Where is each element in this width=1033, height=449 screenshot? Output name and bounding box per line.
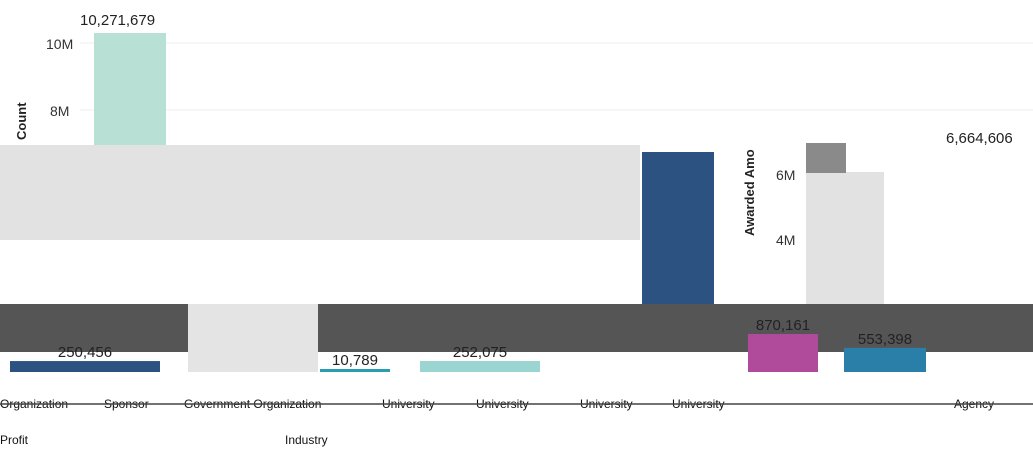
middle-panel: Awarded Amo 6M 4M 6,664,606 [642,130,1013,304]
category-label-second-line: Profit [0,433,29,447]
category-labels: Organization Sponsor Government Organizati… [0,397,1033,447]
lower-bar-label: 10,789 [332,352,378,369]
lower-bar [420,360,540,372]
top-panel: 10M 8M Count 10,271,679 [14,12,1033,145]
lower-bar-label: 553,398 [858,331,912,348]
lower-panel: 870,161 553,398 250,456 252,075 10,789 [10,317,926,372]
dark-band [0,304,1033,352]
lower-bar-label: 250,456 [58,344,112,361]
lower-bar [844,347,926,372]
data-label-secondary: 6,664,606 [946,130,1013,147]
lower-bar [320,369,390,372]
bar-secondary [642,152,714,304]
lower-bar [748,334,818,372]
light-patch [188,304,318,372]
lower-bar [10,361,160,372]
category-label-second-line: Industry [285,433,328,447]
y-axis-label-awarded: Awarded Amo [742,149,757,236]
grey-band-upper [0,145,640,240]
y-tick-10m: 10M [46,36,73,52]
bar-grey-small [806,143,846,173]
lower-bar-label: 870,161 [756,317,810,334]
y-tick-6m: 6M [776,167,795,183]
lower-bar-label: 252,075 [453,344,507,361]
data-label-largest: 10,271,679 [80,12,155,29]
y-axis-label-count: Count [14,102,29,140]
y-tick-8m: 8M [50,103,69,119]
grey-band-right [806,172,884,304]
bar-largest [94,33,166,145]
y-tick-4m: 4M [776,232,795,248]
